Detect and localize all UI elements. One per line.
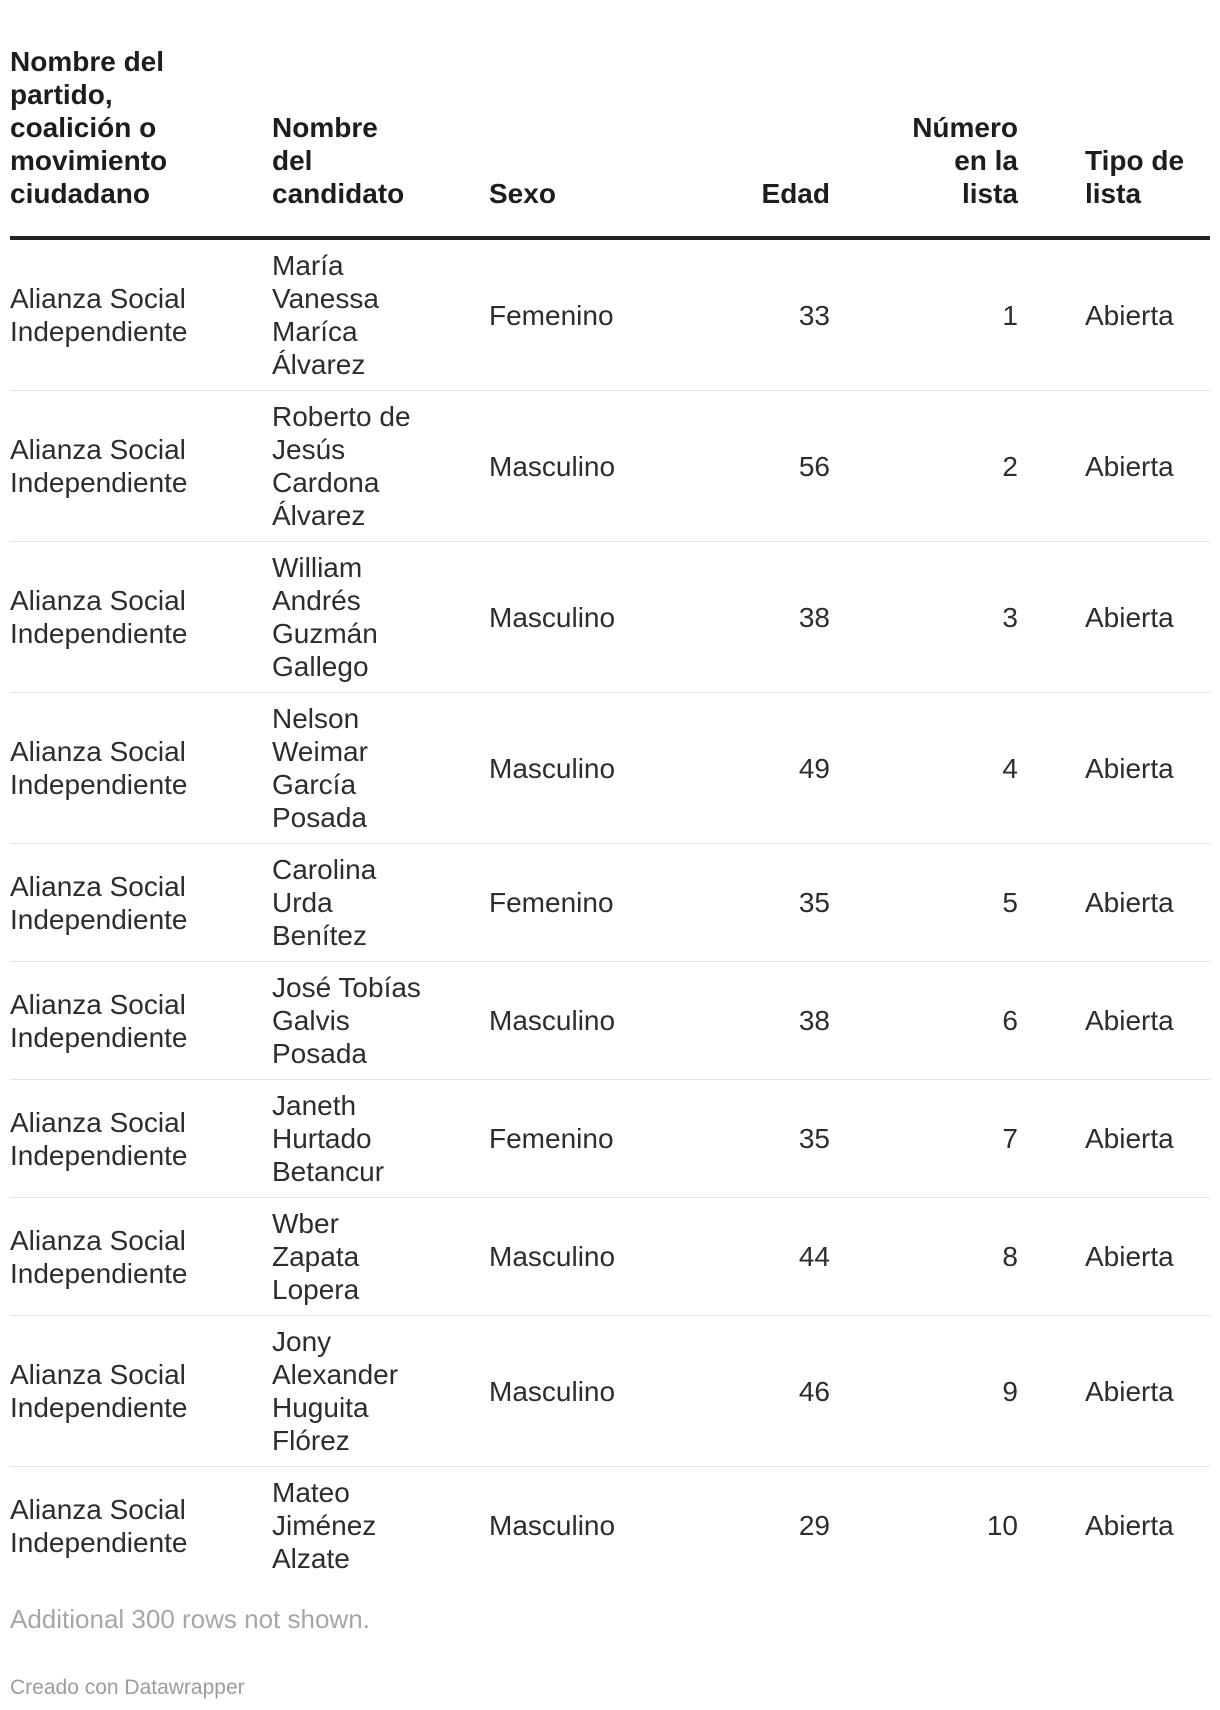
- cell-candidate-name: Roberto de Jesús Cardona Álvarez: [272, 390, 489, 542]
- cell-numero: 8: [830, 1197, 1018, 1316]
- cell-sexo: Masculino: [489, 692, 679, 844]
- col-header-numero-en-la-lista: Número en la lista: [830, 45, 1018, 240]
- cell-tipo: Abierta: [1018, 238, 1210, 391]
- cell-party: Alianza Social Independiente: [10, 541, 272, 693]
- table-row: Alianza Social Independiente Roberto de …: [10, 390, 1210, 542]
- cell-sexo: Masculino: [489, 541, 679, 693]
- table-row: Alianza Social Independiente Carolina Ur…: [10, 843, 1210, 962]
- cell-party: Alianza Social Independiente: [10, 1493, 188, 1558]
- cell-sexo: Femenino: [489, 238, 679, 391]
- cell-party: Alianza Social Independiente: [10, 1315, 272, 1467]
- table-row: Alianza Social Independiente William And…: [10, 541, 1210, 693]
- cell-party: Alianza Social Independiente: [10, 238, 272, 391]
- cell-edad: 56: [679, 390, 830, 542]
- cell-numero: 5: [830, 843, 1018, 962]
- cell-edad: 35: [679, 843, 830, 962]
- cell-sexo: Masculino: [489, 1315, 679, 1467]
- table-row: Alianza Social Independiente María Vanes…: [10, 238, 1210, 391]
- cell-edad: 29: [798, 1510, 830, 1541]
- cell-numero: 1: [830, 238, 1018, 391]
- cell-candidate-name: Mateo Jiménez Alzate: [272, 1477, 377, 1574]
- cell-sexo: Masculino: [489, 961, 679, 1080]
- cell-edad: 33: [679, 238, 830, 391]
- cell-candidate-name: Janeth Hurtado Betancur: [272, 1079, 489, 1198]
- cell-edad: 44: [679, 1197, 830, 1316]
- cell-candidate-name: William Andrés Guzmán Gallego: [272, 541, 489, 693]
- cell-tipo: Abierta: [1018, 1079, 1210, 1198]
- cell-tipo: Abierta: [1018, 390, 1210, 542]
- cell-numero: 3: [830, 541, 1018, 693]
- table-body: Alianza Social Independiente María Vanes…: [10, 238, 1210, 1584]
- table-row: Alianza Social Independiente Nelson Weim…: [10, 692, 1210, 844]
- cell-sexo: Masculino: [489, 1197, 679, 1316]
- cell-numero: 9: [830, 1315, 1018, 1467]
- cell-candidate-name: Carolina Urda Benítez: [272, 843, 489, 962]
- cell-party: Alianza Social Independiente: [10, 1079, 272, 1198]
- cell-tipo: Abierta: [1018, 843, 1210, 962]
- cell-sexo: Masculino: [489, 390, 679, 542]
- cell-numero: 2: [830, 390, 1018, 542]
- cell-tipo: Abierta: [1018, 961, 1210, 1080]
- table-row: Alianza Social Independiente Janeth Hurt…: [10, 1079, 1210, 1198]
- cell-tipo: Abierta: [1018, 1315, 1210, 1467]
- cell-edad: 38: [679, 961, 830, 1080]
- cell-tipo: Abierta: [1085, 1510, 1174, 1541]
- table-row: Alianza Social Independiente Jony Alexan…: [10, 1315, 1210, 1467]
- header-row: Nombre del partido, coalición o movimien…: [10, 45, 1210, 240]
- table-row: Alianza Social Independiente Mateo Jimén…: [10, 1467, 1210, 1585]
- cell-candidate-name: Wber Zapata Lopera: [272, 1197, 489, 1316]
- cell-sexo: Femenino: [489, 1079, 679, 1198]
- datawrapper-attribution-link[interactable]: Creado con Datawrapper: [10, 1676, 245, 1699]
- cell-sexo: Masculino: [489, 1510, 616, 1541]
- cell-candidate-name: José Tobías Galvis Posada: [272, 961, 489, 1080]
- col-header-party: Nombre del partido, coalición o movimien…: [10, 45, 272, 240]
- cell-edad: 35: [679, 1079, 830, 1198]
- cell-party: Alianza Social Independiente: [10, 692, 272, 844]
- cell-tipo: Abierta: [1018, 1197, 1210, 1316]
- cell-edad: 46: [679, 1315, 830, 1467]
- rows-not-shown-note: Additional 300 rows not shown.: [10, 1604, 370, 1634]
- col-header-tipo-de-lista: Tipo de lista: [1018, 45, 1210, 240]
- candidates-table: Nombre del partido, coalición o movimien…: [10, 45, 1210, 1584]
- cell-numero: 7: [830, 1079, 1018, 1198]
- cell-party: Alianza Social Independiente: [10, 390, 272, 542]
- table-row: Alianza Social Independiente Wber Zapata…: [10, 1197, 1210, 1316]
- table-row: Alianza Social Independiente José Tobías…: [10, 961, 1210, 1080]
- cell-candidate-name: María Vanessa Maríca Álvarez: [272, 238, 489, 391]
- cell-tipo: Abierta: [1018, 541, 1210, 693]
- cell-edad: 38: [679, 541, 830, 693]
- col-header-candidate-name: Nombre del candidato: [272, 45, 489, 240]
- cell-numero: 6: [830, 961, 1018, 1080]
- cell-candidate-name: Jony Alexander Huguita Flórez: [272, 1315, 489, 1467]
- cell-candidate-name: Nelson Weimar García Posada: [272, 692, 489, 844]
- cell-party: Alianza Social Independiente: [10, 843, 272, 962]
- col-header-sexo: Sexo: [489, 45, 679, 240]
- cell-party: Alianza Social Independiente: [10, 961, 272, 1080]
- cell-numero: 10: [986, 1510, 1018, 1541]
- cell-edad: 49: [679, 692, 830, 844]
- cell-tipo: Abierta: [1018, 692, 1210, 844]
- cell-sexo: Femenino: [489, 843, 679, 962]
- cell-numero: 4: [830, 692, 1018, 844]
- col-header-edad: Edad: [679, 45, 830, 240]
- cell-party: Alianza Social Independiente: [10, 1197, 272, 1316]
